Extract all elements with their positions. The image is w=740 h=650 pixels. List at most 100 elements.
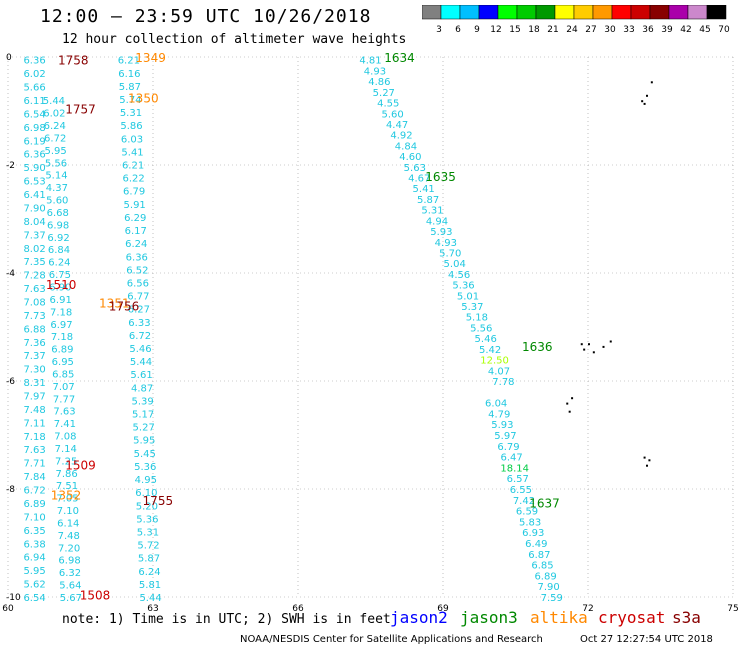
- wave-height-value: 5.90: [23, 163, 45, 174]
- pass-time-label: 1637: [529, 497, 560, 511]
- wave-height-value: 7.18: [23, 432, 45, 443]
- wave-height-value: 6.35: [23, 526, 45, 537]
- wave-height-value: 6.98: [58, 556, 80, 567]
- wave-height-value: 6.68: [47, 208, 69, 219]
- wave-height-value: 6.94: [23, 553, 45, 564]
- island-outline: [568, 410, 571, 413]
- wave-height-value: 4.86: [368, 77, 390, 88]
- wave-height-value: 4.93: [435, 238, 457, 249]
- wave-height-value: 8.31: [23, 378, 45, 389]
- wave-height-value: 8.04: [23, 217, 45, 228]
- wave-height-value: 6.56: [127, 278, 149, 289]
- wave-height-value: 5.83: [519, 517, 541, 528]
- y-tick-label: -2: [6, 161, 15, 171]
- wave-height-value: 4.07: [488, 366, 510, 377]
- wave-height-value: 4.67: [408, 174, 430, 185]
- wave-height-value: 7.28: [23, 271, 45, 282]
- wave-height-value: 6.24: [48, 258, 70, 269]
- wave-height-value: 4.60: [399, 152, 421, 163]
- wave-height-value: 5.61: [130, 370, 152, 381]
- wave-height-value: 5.36: [134, 462, 156, 473]
- wave-height-value: 6.75: [49, 270, 71, 281]
- color-scale-tick: 45: [699, 25, 710, 35]
- wave-height-value: 6.98: [23, 123, 45, 134]
- wave-height-value: 6.95: [52, 357, 74, 368]
- wave-height-value: 6.36: [126, 252, 148, 263]
- wave-height-value: 5.46: [129, 344, 151, 355]
- wave-height-value: 5.31: [137, 527, 159, 538]
- wave-height-value: 4.55: [377, 99, 399, 110]
- satellite-legend-item: jason3: [460, 608, 518, 627]
- wave-height-value: 6.27: [128, 305, 150, 316]
- wave-height-value: 5.44: [139, 593, 161, 604]
- wave-height-value: 4.37: [46, 183, 68, 194]
- wave-height-value: 5.20: [136, 501, 158, 512]
- color-scale-tick: 21: [547, 25, 558, 35]
- wave-height-value: 6.02: [43, 109, 65, 120]
- footnote: note: 1) Time is in UTC; 2) SWH is in fe…: [62, 612, 391, 627]
- wave-height-value: 7.97: [23, 392, 45, 403]
- wave-height-value: 6.54: [23, 109, 45, 120]
- wave-height-value: 6.21: [118, 56, 140, 67]
- wave-height-value: 7.07: [53, 382, 75, 393]
- pass-time-label: 1756: [109, 299, 140, 313]
- wave-height-value: 5.95: [133, 436, 155, 447]
- wave-height-value: 7.20: [58, 543, 80, 554]
- wave-height-value: 5.44: [130, 357, 152, 368]
- wave-height-value: 6.21: [122, 161, 144, 172]
- map-title: 12:00 – 23:59 UTC 10/26/2018: [40, 6, 372, 27]
- color-scale-tick: 6: [455, 25, 461, 35]
- wave-height-value: 6.49: [525, 539, 547, 550]
- wave-height-value: 6.24: [125, 239, 147, 250]
- wave-height-value: 6.72: [129, 331, 151, 342]
- wave-height-value: 7.41: [54, 419, 76, 430]
- wave-height-value: 6.53: [23, 177, 45, 188]
- pass-time-label: 1349: [135, 51, 166, 65]
- wave-height-value: 7.25: [55, 456, 77, 467]
- wave-height-value: 6.59: [516, 507, 538, 518]
- wave-height-value: 5.64: [59, 581, 81, 592]
- wave-height-value: 6.33: [128, 318, 150, 329]
- island-outline: [646, 94, 648, 97]
- wave-height-value: 4.92: [390, 131, 412, 142]
- credit-line: NOAA/NESDIS Center for Satellite Applica…: [240, 634, 543, 645]
- wave-height-value: 6.02: [23, 69, 45, 80]
- wave-height-value: 6.22: [122, 174, 144, 185]
- wave-height-value: 5.42: [479, 345, 501, 356]
- wave-height-value: 7.78: [492, 377, 514, 388]
- wave-height-value: 5.81: [139, 580, 161, 591]
- y-tick-label: 0: [6, 53, 12, 63]
- wave-height-value: 5.04: [444, 259, 466, 270]
- island-outline: [592, 351, 595, 354]
- wave-height-value: 6.98: [47, 220, 69, 231]
- wave-height-value: 5.91: [124, 200, 146, 211]
- island-outline: [650, 81, 653, 84]
- wave-height-value: 6.36: [23, 150, 45, 161]
- wave-height-value: 7.37: [23, 230, 45, 241]
- wave-height-value: 5.46: [475, 334, 497, 345]
- y-tick-label: -6: [6, 377, 15, 387]
- wave-height-value: 6.92: [47, 233, 69, 244]
- satellite-legend-item: jason2: [390, 608, 448, 627]
- x-tick-label: 63: [147, 604, 158, 612]
- island-outline: [646, 464, 648, 467]
- island-outline: [588, 343, 590, 346]
- pass-time-label: 1636: [522, 340, 553, 354]
- wave-height-value: 6.72: [44, 133, 66, 144]
- wave-height-value: 7.48: [23, 405, 45, 416]
- wave-height-value: 7.42: [513, 496, 535, 507]
- wave-height-value: 7.05: [56, 494, 78, 505]
- wave-height-value: 7.71: [23, 459, 45, 470]
- wave-height-value: 5.63: [404, 163, 426, 174]
- wave-height-value: 5.95: [44, 146, 66, 157]
- y-tick-label: -4: [6, 269, 15, 279]
- wave-height-value: 6.03: [121, 134, 143, 145]
- color-scale-tick: 70: [718, 25, 730, 35]
- wave-height-value: 7.86: [55, 469, 77, 480]
- map-subtitle: 12 hour collection of altimeter wave hei…: [62, 32, 407, 47]
- pass-time-label: 1509: [65, 459, 96, 473]
- wave-height-value: 6.11: [23, 96, 45, 107]
- pass-time-label: 1634: [384, 51, 415, 65]
- x-tick-label: 66: [292, 604, 304, 612]
- wave-height-value: 5.97: [494, 431, 516, 442]
